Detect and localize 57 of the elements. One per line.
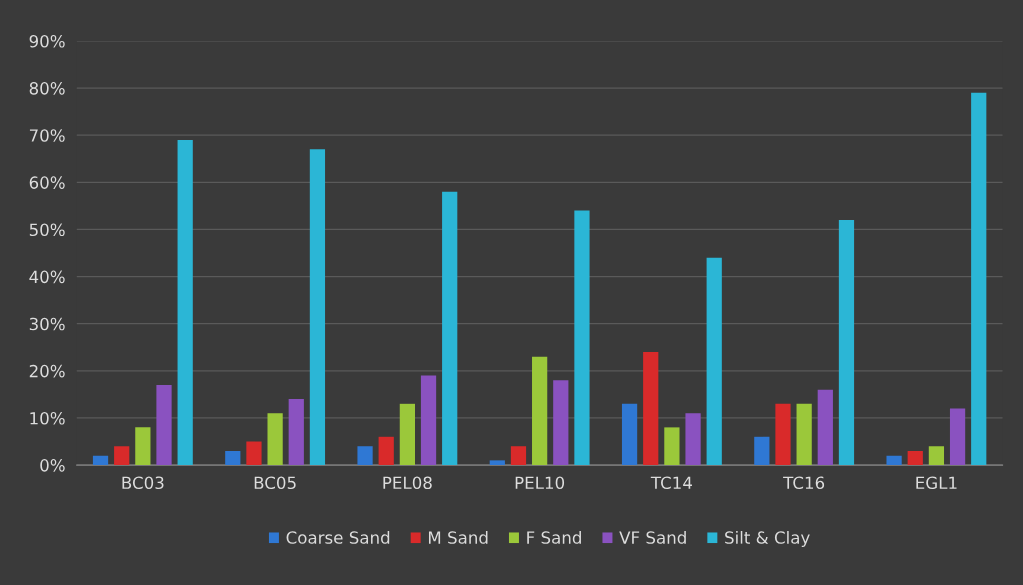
bar bbox=[309, 149, 326, 466]
x-tick-label: PEL08 bbox=[383, 476, 432, 490]
y-tick-label: 10% bbox=[30, 411, 65, 425]
x-tick-label: BC05 bbox=[254, 476, 296, 490]
bar bbox=[246, 441, 262, 466]
legend-label: F Sand bbox=[527, 530, 581, 544]
y-tick-label: 40% bbox=[29, 270, 65, 284]
bar bbox=[489, 460, 505, 466]
bar bbox=[907, 450, 923, 466]
bar bbox=[378, 436, 394, 466]
bar bbox=[114, 446, 130, 466]
legend-label: Coarse Sand bbox=[286, 530, 390, 544]
bar bbox=[621, 403, 638, 466]
bar bbox=[775, 403, 791, 466]
bar bbox=[288, 399, 304, 466]
x-tick-label: BC03 bbox=[122, 476, 164, 490]
x-tick-label: TC14 bbox=[650, 476, 692, 490]
y-tick-label: 30% bbox=[29, 317, 65, 331]
bar bbox=[706, 257, 722, 466]
bar bbox=[643, 351, 659, 466]
y-tick-label: 70% bbox=[29, 129, 65, 142]
bar bbox=[754, 436, 770, 466]
bar bbox=[532, 356, 548, 466]
x-tick-label: PEL10 bbox=[515, 476, 565, 490]
bar bbox=[225, 450, 241, 466]
y-tick-label: 90% bbox=[29, 34, 65, 48]
y-tick-label: 50% bbox=[29, 223, 65, 237]
y-tick-label: 80% bbox=[29, 82, 65, 95]
x-tick-label: EGL1 bbox=[916, 476, 957, 490]
bar bbox=[949, 408, 966, 466]
bar bbox=[510, 446, 527, 466]
bar bbox=[574, 210, 590, 466]
bar bbox=[177, 139, 193, 466]
bar bbox=[267, 413, 283, 466]
bar bbox=[92, 455, 109, 466]
y-tick-label: 20% bbox=[29, 364, 65, 378]
legend-label: VF Sand bbox=[619, 530, 686, 544]
bar bbox=[420, 375, 437, 466]
bar bbox=[928, 446, 945, 466]
bar bbox=[553, 380, 569, 466]
bar bbox=[664, 427, 680, 466]
x-tick-label: TC16 bbox=[783, 476, 825, 490]
bar bbox=[399, 403, 415, 466]
legend-label: M Sand bbox=[428, 530, 488, 544]
bar bbox=[838, 220, 855, 466]
bar bbox=[357, 446, 373, 466]
y-tick-label: 60% bbox=[29, 176, 65, 189]
bar bbox=[135, 427, 151, 466]
legend-label: Silt & Clay bbox=[725, 530, 810, 548]
bar bbox=[886, 455, 902, 466]
bar bbox=[442, 191, 458, 466]
bar bbox=[685, 413, 701, 466]
bar bbox=[817, 389, 833, 466]
bar bbox=[156, 384, 172, 466]
bar bbox=[971, 92, 987, 466]
bar bbox=[796, 403, 812, 466]
y-tick-label: 0% bbox=[40, 459, 65, 472]
